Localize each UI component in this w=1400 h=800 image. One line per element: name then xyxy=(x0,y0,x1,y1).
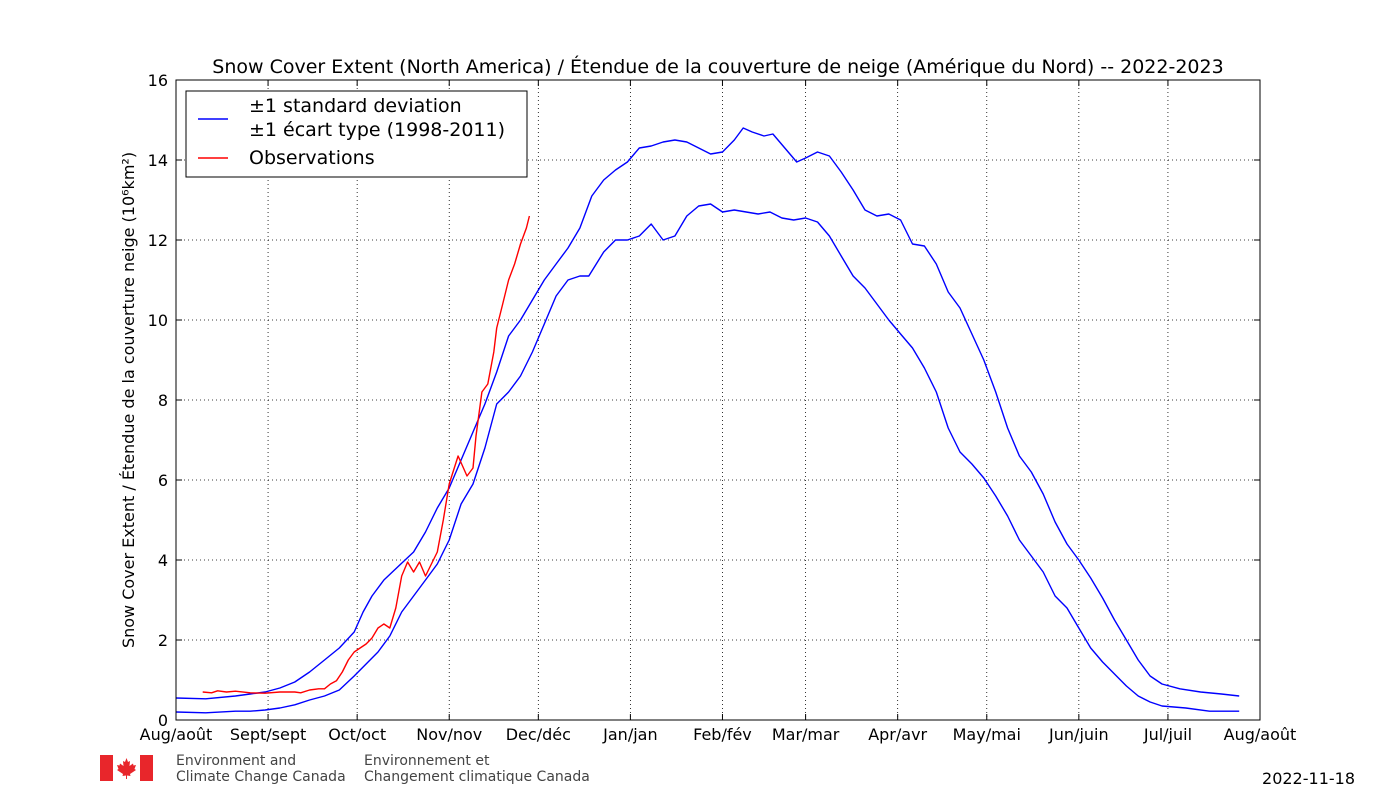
y-tick-label: 6 xyxy=(158,471,168,490)
legend-label-std-line2: ±1 écart type (1998-2011) xyxy=(249,119,505,141)
generation-date: 2022-11-18 xyxy=(1262,769,1355,788)
y-tick-label: 0 xyxy=(158,711,168,730)
x-tick-label: Nov/nov xyxy=(416,725,482,744)
x-tick-label: Oct/oct xyxy=(328,725,386,744)
x-tick-label: Dec/déc xyxy=(506,725,571,744)
legend-box xyxy=(185,90,528,178)
x-tick-label: Aug/août xyxy=(140,725,213,744)
canada-flag-icon xyxy=(100,755,153,781)
y-tick-label: 4 xyxy=(158,551,168,570)
x-tick-label: May/mai xyxy=(953,725,1021,744)
legend: ±1 standard deviation±1 écart type (1998… xyxy=(185,90,528,178)
x-tick-label: Mar/mar xyxy=(772,725,840,744)
y-tick-label: 8 xyxy=(158,391,168,410)
y-axis-ticks: 0 2 4 6 8 10 12 14 16 xyxy=(148,71,1260,730)
y-tick-label: 14 xyxy=(148,151,168,170)
org-fr-line1: Environnement et xyxy=(364,753,490,769)
x-tick-label: Apr/avr xyxy=(868,725,927,744)
y-tick-label: 2 xyxy=(158,631,168,650)
government-signature: Environment and Climate Change Canada En… xyxy=(100,753,590,785)
data-series xyxy=(175,127,1240,714)
x-tick-label: Jul/juil xyxy=(1143,725,1192,744)
x-tick-label: Jan/jan xyxy=(602,725,657,744)
legend-label-std-line1: ±1 standard deviation xyxy=(249,95,462,117)
grid-lines xyxy=(176,80,1260,720)
organization-name-french: Environnement et Changement climatique C… xyxy=(364,753,590,785)
plot-frame xyxy=(175,79,1261,721)
org-en-line1: Environment and xyxy=(176,753,297,769)
y-tick-label: 10 xyxy=(148,311,168,330)
legend-label-obs: Observations xyxy=(249,147,375,169)
y-tick-label: 12 xyxy=(148,231,168,250)
series-line-lower xyxy=(175,203,1240,714)
x-tick-label: Feb/fév xyxy=(693,725,752,744)
org-en-line2: Climate Change Canada xyxy=(176,769,346,785)
org-fr-line2: Changement climatique Canada xyxy=(364,769,590,785)
x-tick-label: Jun/juin xyxy=(1048,725,1109,744)
y-axis-label: Snow Cover Extent / Étendue de la couver… xyxy=(119,152,138,648)
x-tick-label: Aug/août xyxy=(1224,725,1297,744)
x-axis-ticks: Aug/août Sept/sept Oct/oct Nov/nov Dec/déc Ja… xyxy=(140,80,1297,744)
y-tick-label: 16 xyxy=(148,71,168,90)
organization-name-english: Environment and Climate Change Canada xyxy=(176,753,346,785)
chart-title: Snow Cover Extent (North America) / Éten… xyxy=(212,55,1223,78)
series-line-upper xyxy=(175,127,1240,700)
series-line-observed xyxy=(202,215,531,694)
x-tick-label: Sept/sept xyxy=(230,725,306,744)
